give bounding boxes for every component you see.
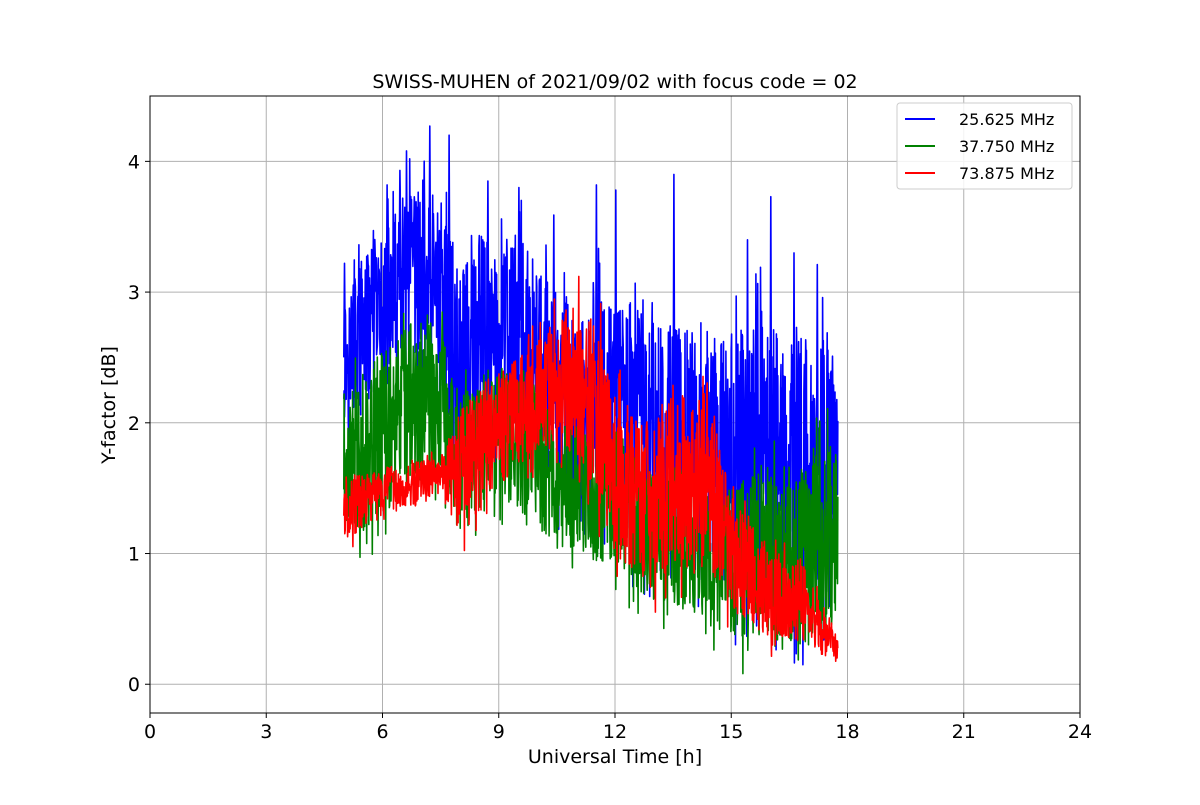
y-tick-label: 0 — [128, 674, 140, 696]
x-tick-label: 3 — [260, 721, 272, 743]
x-tick-label: 15 — [719, 721, 743, 743]
x-tick-label: 12 — [603, 721, 627, 743]
legend-label: 73.875 MHz — [959, 164, 1054, 183]
x-tick-label: 6 — [376, 721, 388, 743]
x-axis-label: Universal Time [h] — [528, 746, 702, 768]
series-line-3 — [343, 275, 839, 662]
y-tick-label: 3 — [128, 282, 140, 304]
x-axis-ticks: 0 3 6 9 12 15 18 21 24 — [144, 713, 1092, 743]
y-tick-label: 1 — [128, 544, 140, 566]
x-tick-label: 24 — [1068, 721, 1092, 743]
x-tick-label: 18 — [835, 721, 859, 743]
series-layer — [343, 125, 839, 675]
y-axis-label: Y-factor [dB] — [98, 346, 120, 465]
y-tick-label: 4 — [128, 151, 140, 173]
x-tick-label: 9 — [493, 721, 505, 743]
series-line-2 — [343, 311, 839, 675]
legend: 25.625 MHz 37.750 MHz 73.875 MHz — [896, 102, 1073, 190]
x-tick-label: 0 — [144, 721, 156, 743]
legend-label: 37.750 MHz — [959, 137, 1054, 156]
chart-title: SWISS-MUHEN of 2021/09/02 with focus cod… — [372, 71, 857, 93]
legend-box — [896, 102, 1073, 190]
x-tick-label: 21 — [952, 721, 976, 743]
y-axis-ticks: 0 1 2 3 4 — [128, 151, 150, 696]
y-tick-label: 2 — [128, 413, 140, 435]
legend-label: 25.625 MHz — [959, 110, 1054, 129]
